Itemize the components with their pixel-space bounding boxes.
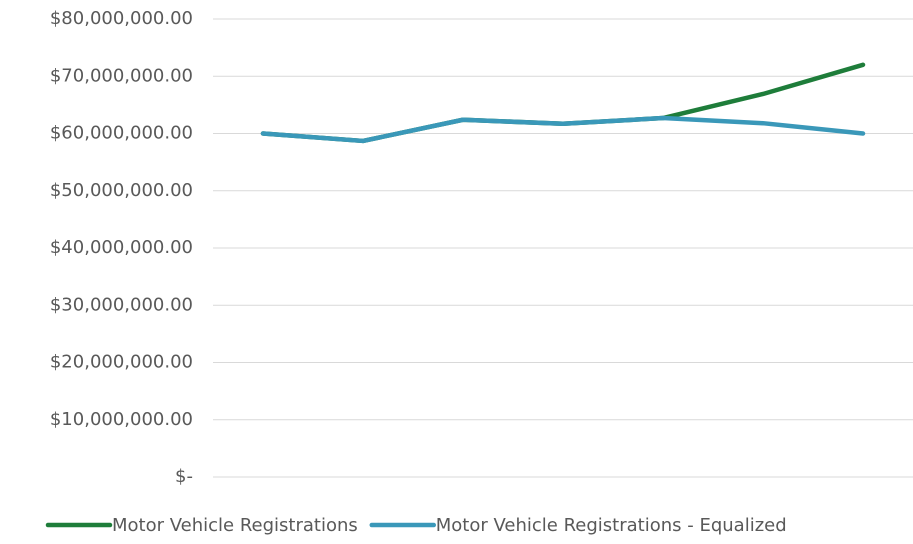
y-tick-label: $60,000,000.00	[50, 123, 193, 144]
legend-label: Motor Vehicle Registrations - Equalized	[436, 515, 787, 536]
y-tick-label: $40,000,000.00	[50, 237, 193, 258]
y-tick-label: $10,000,000.00	[50, 409, 193, 430]
legend-label: Motor Vehicle Registrations	[112, 515, 358, 536]
y-tick-label: $80,000,000.00	[50, 8, 193, 29]
series-line	[260, 115, 866, 144]
y-tick-label: $-	[175, 466, 193, 487]
y-tick-label: $20,000,000.00	[50, 352, 193, 373]
y-tick-label: $50,000,000.00	[50, 180, 193, 201]
y-tick-label: $70,000,000.00	[50, 65, 193, 86]
y-tick-label: $30,000,000.00	[50, 294, 193, 315]
